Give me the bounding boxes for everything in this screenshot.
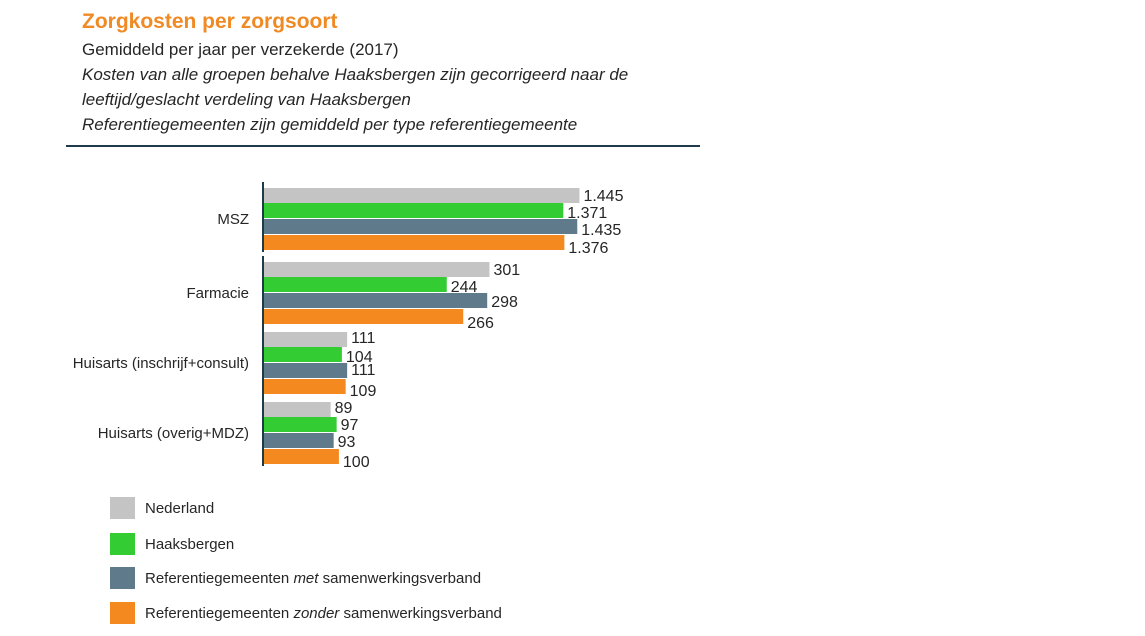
data-label: 111 [351, 330, 375, 347]
category-label: Huisarts (inschrijf+consult) [73, 355, 249, 372]
legend-item: Referentiegemeenten met samenwerkingsver… [110, 566, 481, 590]
category-label: Farmacie [186, 285, 249, 302]
legend-label-text: Haaksbergen [145, 535, 235, 553]
data-label: 301 [493, 262, 520, 279]
chart-title: Zorgkosten per zorgsoort [82, 10, 338, 33]
data-label: 89 [335, 400, 353, 417]
bar [264, 235, 565, 250]
data-label: 97 [341, 417, 359, 434]
bar [264, 293, 488, 308]
bar [264, 417, 337, 432]
data-label: 100 [343, 454, 370, 471]
data-label: 266 [467, 315, 494, 332]
bar [264, 402, 331, 417]
legend-swatch [110, 567, 135, 589]
data-label: 1.445 [583, 188, 623, 205]
bar [264, 188, 580, 203]
chart-note-line-3: Referentiegemeenten zijn gemiddeld per t… [82, 115, 578, 134]
legend-label-suffix: samenwerkingsverband [318, 569, 482, 587]
legend-item: Haaksbergen [110, 532, 234, 556]
legend-label-emphasis: met [293, 569, 319, 587]
legend-label-suffix: samenwerkingsverband [339, 604, 502, 622]
bar [264, 277, 447, 292]
category-label: MSZ [217, 211, 249, 228]
bar [264, 203, 564, 218]
chart-subtitle: Gemiddeld per jaar per verzekerde (2017) [82, 40, 399, 59]
legend-label: Referentiegemeenten met samenwerkingsver… [145, 570, 481, 587]
bar [264, 433, 334, 448]
bar [264, 332, 348, 347]
legend-swatch [110, 602, 135, 624]
legend-label-text: Referentiegemeenten [145, 604, 294, 622]
category-label: Huisarts (overig+MDZ) [98, 425, 249, 442]
data-label: 1.376 [568, 240, 608, 257]
legend-label: Nederland [145, 500, 214, 517]
bar [264, 363, 348, 378]
bar [264, 262, 490, 277]
legend-label: Referentiegemeenten zonder samenwerkings… [145, 605, 502, 622]
legend-label-text: Nederland [145, 499, 215, 517]
legend-item: Nederland [110, 496, 214, 520]
data-label: 104 [346, 349, 373, 366]
bar [264, 449, 339, 464]
data-label: 244 [451, 279, 478, 296]
legend-label-text: Referentiegemeenten [145, 569, 294, 587]
bar [264, 347, 342, 362]
chart-note-line-2: leeftijd/geslacht verdeling van Haaksber… [82, 90, 411, 109]
data-label: 298 [491, 294, 518, 311]
legend-item: Referentiegemeenten zonder samenwerkings… [110, 601, 502, 625]
chart-note-line-1: Kosten van alle groepen behalve Haaksber… [82, 65, 629, 84]
legend-swatch [110, 533, 135, 555]
legend-swatch [110, 497, 135, 519]
data-label: 111 [351, 362, 375, 379]
legend-label: Haaksbergen [145, 536, 234, 553]
bar [264, 379, 346, 394]
data-label: 109 [350, 383, 377, 400]
bar [264, 309, 464, 324]
header-divider [66, 145, 700, 147]
data-label: 1.371 [567, 205, 607, 222]
bar [264, 219, 578, 234]
data-label: 1.435 [581, 222, 621, 239]
data-label: 93 [338, 434, 356, 451]
legend-label-emphasis: zonder [293, 604, 340, 622]
